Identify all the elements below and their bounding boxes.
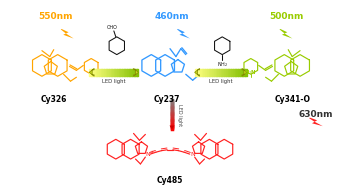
Text: Cy341-O: Cy341-O	[274, 95, 310, 104]
Text: LED light: LED light	[102, 79, 125, 84]
Polygon shape	[280, 29, 293, 39]
FancyArrow shape	[134, 68, 138, 76]
Text: 630nm: 630nm	[299, 110, 333, 119]
Text: Cy237: Cy237	[154, 95, 180, 104]
Text: N: N	[145, 152, 150, 157]
Text: LED light: LED light	[209, 79, 233, 84]
Text: +: +	[149, 150, 153, 155]
Text: 500nm: 500nm	[269, 12, 303, 21]
Text: CHO: CHO	[106, 25, 117, 30]
Polygon shape	[177, 29, 190, 39]
Text: N: N	[190, 152, 195, 157]
FancyArrow shape	[242, 68, 247, 76]
Polygon shape	[61, 29, 74, 39]
Text: NH$_2$: NH$_2$	[217, 60, 228, 69]
Text: Cy326: Cy326	[41, 95, 67, 104]
Polygon shape	[309, 118, 323, 126]
Text: Cy485: Cy485	[157, 176, 183, 185]
FancyArrow shape	[89, 68, 94, 76]
FancyArrow shape	[195, 68, 199, 76]
Text: LED light: LED light	[177, 104, 182, 126]
FancyArrow shape	[169, 125, 175, 129]
Text: H$_2$N: H$_2$N	[244, 68, 257, 77]
Text: 460nm: 460nm	[155, 12, 189, 21]
Text: 550nm: 550nm	[39, 12, 73, 21]
